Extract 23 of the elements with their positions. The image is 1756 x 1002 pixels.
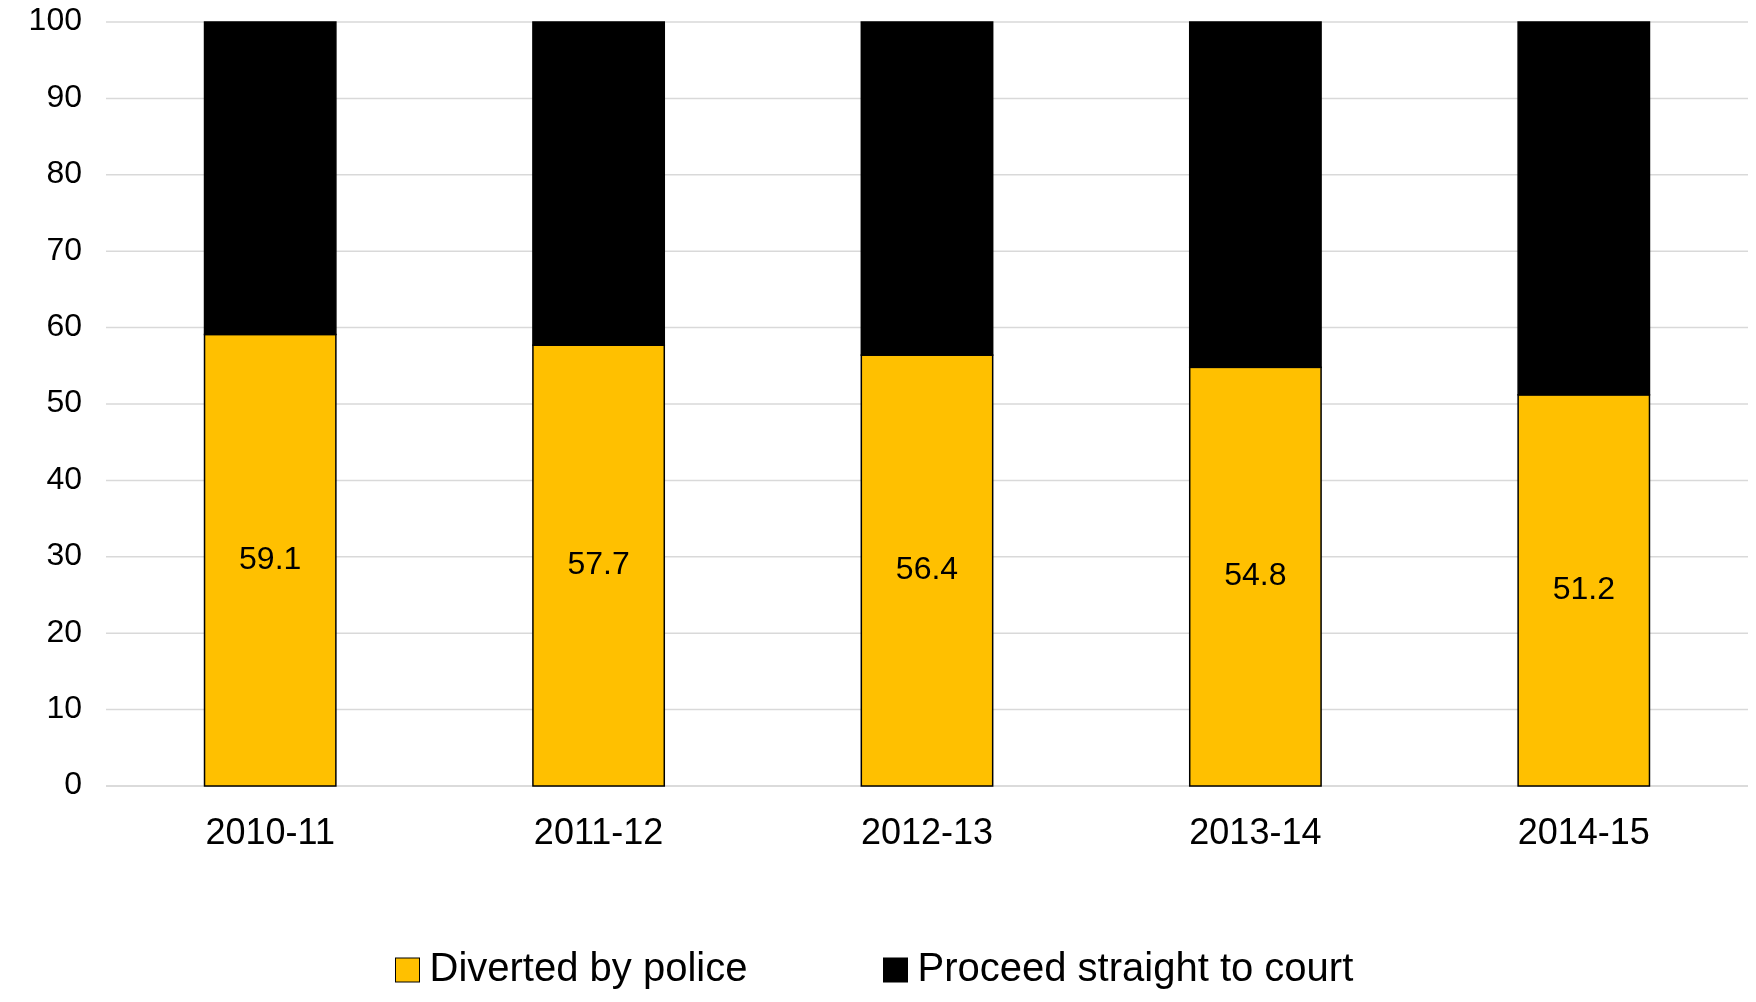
x-tick-label: 2011-12 [533,811,664,852]
y-tick-label: 30 [46,536,82,573]
y-tick-label: 10 [46,689,82,726]
x-tick-label: 2012-13 [860,811,994,852]
data-label: 57.7 [567,545,630,582]
legend-label: Proceed straight to court [917,944,1354,989]
y-tick-label: 50 [46,383,82,420]
data-label: 51.2 [1552,569,1615,606]
y-tick-label: 20 [46,612,82,649]
y-tick-label: 100 [28,1,82,38]
y-tick-label: 60 [46,307,82,344]
x-tick-label: 2013-14 [1189,811,1322,852]
y-tick-label: 0 [64,765,82,802]
y-tick-label: 80 [46,154,82,191]
legend-label: Diverted by police [429,944,748,989]
x-tick-label: 2014-15 [1517,811,1650,852]
data-label: 54.8 [1224,556,1287,593]
y-tick-label: 40 [46,459,82,496]
y-tick-label: 70 [46,230,82,267]
data-label: 56.4 [895,550,959,587]
y-tick-label: 90 [46,77,82,114]
data-label: 59.1 [239,539,302,576]
x-tick-label: 2010-11 [205,811,335,852]
